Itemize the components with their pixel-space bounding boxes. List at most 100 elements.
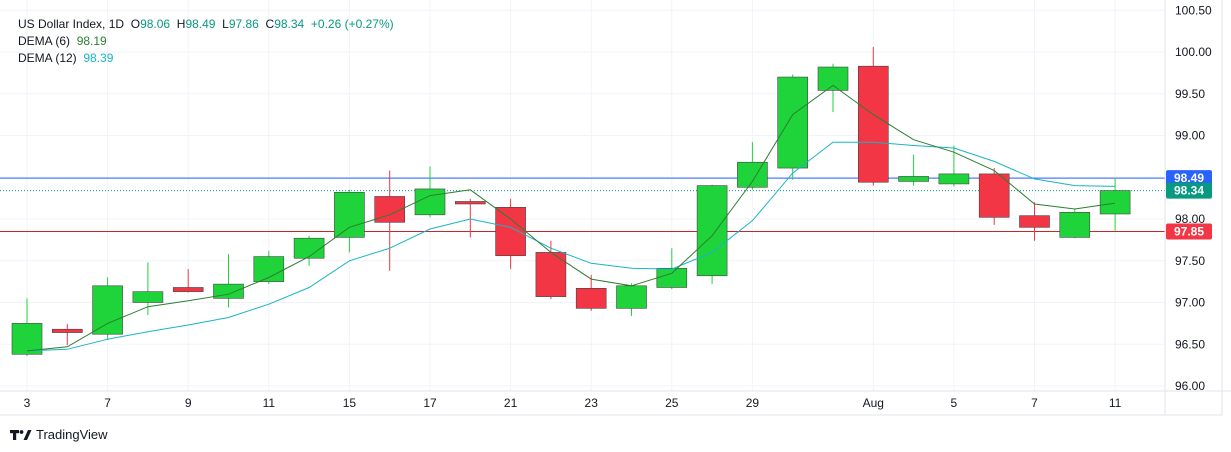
dema12-label: DEMA (12) (18, 51, 77, 65)
tradingview-brand[interactable]: TradingView (10, 427, 108, 442)
candle-up (11, 298, 43, 356)
price-tick-label: 100.00 (1175, 45, 1212, 59)
ohlc-legend-row: US Dollar Index, 1D O98.06 H98.49 L97.86… (18, 16, 394, 33)
candle-down (454, 198, 486, 238)
candle-body (51, 328, 83, 333)
low-label: L (222, 17, 229, 31)
dema6-value: 98.19 (76, 34, 107, 48)
candle-body (817, 66, 849, 91)
time-tick-label: 25 (665, 396, 679, 410)
candle-body (213, 283, 244, 299)
candle-body (334, 191, 365, 238)
candle-body (616, 285, 647, 309)
candle-body (495, 207, 526, 257)
candle-up (293, 235, 325, 266)
open-value: 98.06 (140, 17, 171, 31)
candle-body (1019, 215, 1050, 228)
time-tick-label: Aug (863, 396, 884, 410)
price-tag-box (1166, 170, 1212, 187)
candle-up (696, 184, 728, 285)
dema12-legend-row[interactable]: DEMA (12) 98.39 (18, 50, 394, 67)
candle-up (334, 189, 365, 253)
candle-body (11, 323, 43, 355)
price-tick-label: 97.00 (1175, 296, 1205, 310)
dema12-line (26, 141, 1116, 352)
time-tick-label: 7 (104, 396, 111, 410)
time-tick-label: 29 (746, 396, 760, 410)
candle-body (978, 173, 1010, 218)
time-tick-label: 11 (263, 396, 276, 410)
candle-down (535, 240, 567, 300)
candle-body (777, 76, 809, 169)
time-tick-label: 17 (423, 396, 437, 410)
chart-legend: US Dollar Index, 1D O98.06 H98.49 L97.86… (18, 16, 394, 67)
candle-body (535, 252, 567, 297)
candle-up (92, 277, 123, 341)
close-price-tag: 98.34 (1166, 182, 1212, 199)
dema12-value: 98.39 (83, 51, 114, 65)
price-tick-label: 100.50 (1175, 3, 1212, 17)
high-label: H (176, 17, 186, 31)
candle-body (938, 173, 970, 185)
candle-body (172, 287, 204, 292)
price-tag-box (1166, 223, 1212, 240)
low-price-tag: 97.85 (1166, 223, 1212, 240)
time-axis[interactable]: 3 7 9 11 15 17 21 23 25 29 Aug 5 7 11 (24, 396, 1122, 410)
candle-up (777, 74, 809, 180)
time-tick-label: 15 (343, 396, 357, 410)
candle-body (92, 285, 123, 335)
price-tag-label: 97.85 (1174, 225, 1204, 239)
candle-down (575, 274, 607, 311)
change-value: +0.26 (+0.27%) (310, 17, 394, 31)
price-tick-label: 96.50 (1175, 337, 1205, 351)
low-value: 97.86 (228, 17, 259, 31)
candle-body (575, 288, 607, 309)
candle-down (978, 168, 1010, 225)
candle-body (737, 161, 768, 188)
high-value: 98.49 (185, 17, 216, 31)
price-tag-label: 98.34 (1174, 184, 1204, 198)
price-tag-box (1166, 182, 1212, 199)
time-tick-label: 21 (504, 396, 518, 410)
candle-down (495, 198, 526, 270)
candlestick-chart[interactable]: 96.0096.5097.0097.5098.0098.5099.0099.50… (0, 0, 1231, 420)
time-tick-label: 7 (1031, 396, 1038, 410)
brand-name: TradingView (36, 427, 108, 442)
candle-down (1019, 202, 1050, 241)
price-level-lines (0, 177, 1165, 233)
price-tick-label: 99.50 (1175, 87, 1205, 101)
candle-body (898, 176, 929, 182)
candle-up (213, 254, 244, 308)
candle-up (817, 63, 849, 113)
price-tick-label: 99.00 (1175, 129, 1205, 143)
candle-body (414, 188, 446, 216)
time-tick-label: 9 (185, 396, 192, 410)
chart-background (0, 0, 1231, 420)
time-tick-label: 11 (1109, 396, 1122, 410)
dema6-label: DEMA (6) (18, 34, 71, 48)
price-tag-label: 98.49 (1174, 171, 1204, 185)
dema6-legend-row[interactable]: DEMA (6) 98.19 (18, 33, 394, 50)
symbol-title[interactable]: US Dollar Index, 1D (18, 17, 125, 31)
candle-up (898, 154, 929, 186)
candle-down (172, 269, 204, 293)
candle-up (414, 166, 446, 218)
candle-body (656, 267, 688, 288)
candles (11, 46, 1131, 356)
time-tick-label: 3 (24, 396, 31, 410)
open-label: O (130, 17, 141, 31)
candle-body (132, 291, 164, 303)
tradingview-logo-icon (10, 429, 32, 440)
time-tick-label: 23 (585, 396, 599, 410)
candle-body (293, 237, 325, 259)
candle-body (454, 201, 486, 205)
candle-body (857, 65, 889, 183)
price-tick-label: 97.50 (1175, 254, 1205, 268)
candle-body (1059, 212, 1091, 238)
candle-body (696, 185, 728, 277)
dema-lines (26, 84, 1116, 352)
candle-down (857, 46, 889, 186)
price-tick-label: 96.00 (1175, 379, 1205, 393)
close-label: C (265, 17, 275, 31)
